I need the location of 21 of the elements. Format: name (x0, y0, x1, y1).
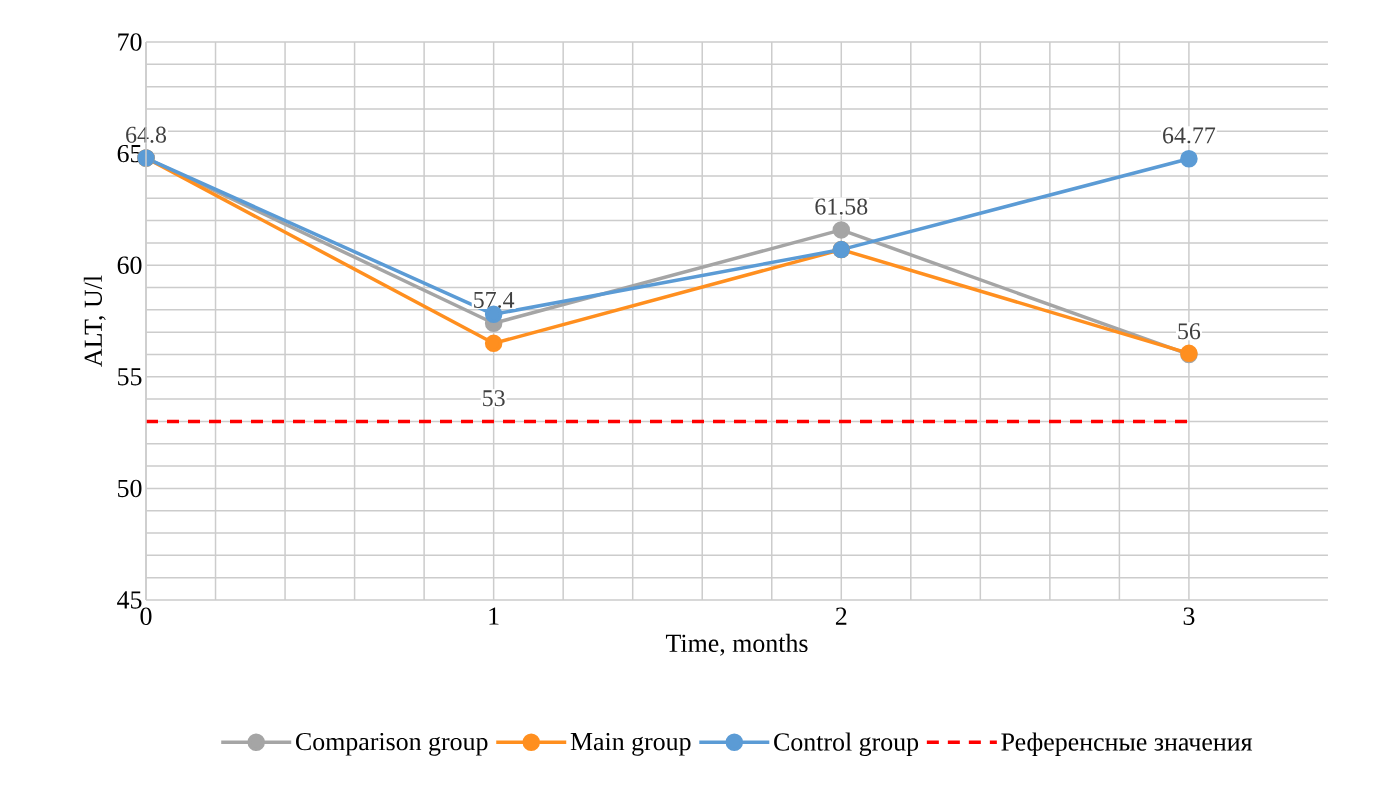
data-label: 53 (483, 390, 505, 407)
legend-label: Референсные значения (1001, 732, 1253, 757)
y-tick-label: 45 (117, 591, 142, 609)
y-tick-label: 70 (118, 33, 142, 51)
data-label: 64.8 (126, 126, 167, 143)
y-axis-title: ALT, U/l (83, 275, 106, 367)
data-label: 61.58 (815, 198, 868, 215)
y-tick-label: 50 (118, 479, 142, 498)
legend-label: Comparison group (296, 732, 488, 756)
x-tick-label: 1 (489, 607, 499, 625)
x-tick-label: 0 (140, 607, 152, 625)
x-tick-label: 3 (1183, 607, 1195, 625)
x-tick-label: 2 (835, 607, 847, 625)
legend-label: Main group (570, 732, 691, 756)
x-axis-title: Time, months (665, 633, 808, 656)
data-label: 56 (1178, 323, 1201, 340)
data-label: 64.77 (1163, 127, 1216, 144)
legend-label: Control group (774, 732, 919, 757)
data-label: 57.4 (474, 291, 515, 309)
y-tick-label: 55 (118, 368, 142, 386)
y-tick-label: 60 (117, 256, 142, 274)
